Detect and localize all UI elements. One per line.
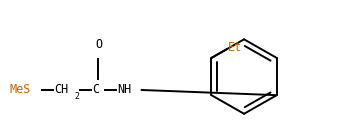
Text: C: C bbox=[93, 83, 100, 96]
Text: Et: Et bbox=[228, 41, 243, 54]
Text: 2: 2 bbox=[74, 92, 79, 101]
Text: NH: NH bbox=[117, 83, 132, 96]
Text: MeS: MeS bbox=[10, 83, 31, 96]
Text: O: O bbox=[95, 38, 102, 51]
Text: CH: CH bbox=[54, 83, 68, 96]
